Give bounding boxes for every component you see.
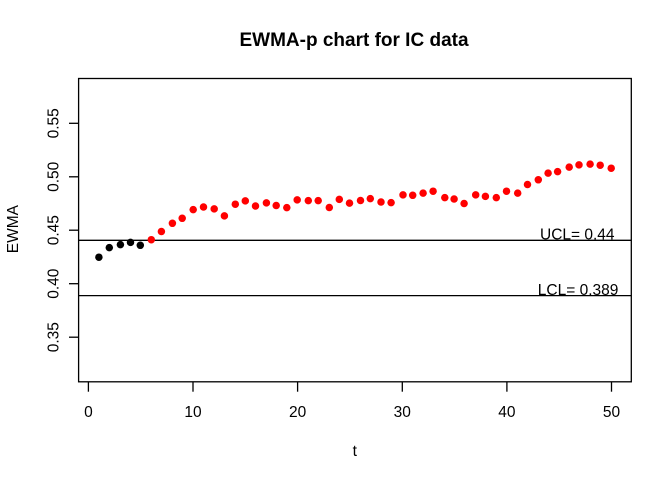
- svg-text:50: 50: [603, 404, 621, 421]
- svg-text:40: 40: [498, 404, 516, 421]
- svg-text:0.55: 0.55: [46, 108, 63, 138]
- svg-text:EWMA: EWMA: [5, 204, 22, 253]
- svg-text:t: t: [353, 443, 358, 460]
- svg-text:0.45: 0.45: [46, 215, 63, 245]
- svg-text:0: 0: [84, 404, 93, 421]
- svg-text:0.35: 0.35: [46, 322, 63, 352]
- svg-text:UCL= 0.44: UCL= 0.44: [540, 227, 615, 244]
- svg-text:0.50: 0.50: [46, 161, 63, 192]
- svg-text:10: 10: [184, 404, 202, 421]
- svg-text:LCL= 0.389: LCL= 0.389: [538, 282, 619, 299]
- svg-text:20: 20: [289, 404, 307, 421]
- svg-text:30: 30: [394, 404, 412, 421]
- svg-text:EWMA-p chart for IC data: EWMA-p chart for IC data: [239, 30, 468, 51]
- svg-text:0.40: 0.40: [46, 268, 63, 299]
